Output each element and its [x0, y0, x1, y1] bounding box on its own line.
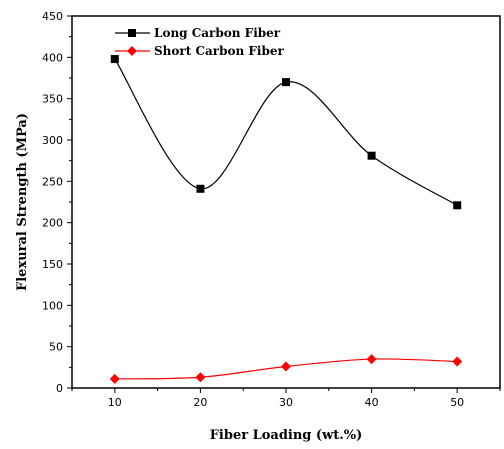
x-axis-title: Fiber Loading (wt.%)	[210, 428, 363, 443]
y-tick-label: 250	[42, 175, 63, 188]
x-tick-label: 10	[108, 396, 122, 409]
legend-marker-short	[127, 46, 137, 56]
x-tick-label: 40	[365, 396, 379, 409]
y-tick-label: 400	[42, 51, 63, 64]
series-line-long-carbon-fiber	[114, 58, 458, 206]
data-point-long-carbon-fiber	[453, 201, 462, 210]
legend-label-short: Short Carbon Fiber	[154, 44, 284, 58]
data-point-long-carbon-fiber	[367, 151, 376, 160]
data-point-short-carbon-fiber	[109, 373, 120, 384]
x-axis-tick-labels: 10 20 30 40 50	[108, 396, 464, 409]
y-axis-ticks	[67, 15, 72, 389]
legend: Long Carbon Fiber Short Carbon Fiber	[115, 26, 284, 58]
data-point-long-carbon-fiber	[110, 54, 119, 63]
y-tick-label: 450	[42, 10, 63, 23]
y-axis-title: Flexural Strength (MPa)	[15, 113, 30, 291]
legend-marker-long	[128, 29, 136, 37]
y-tick-label: 350	[42, 93, 63, 106]
series-markers	[109, 54, 463, 384]
y-axis-tick-labels: 0 50 100 150 200 250 300 350 400 450	[42, 10, 63, 395]
data-point-short-carbon-fiber	[195, 372, 206, 383]
x-axis-ticks	[71, 388, 501, 393]
data-point-short-carbon-fiber	[281, 361, 291, 372]
series-lines	[114, 58, 458, 380]
plot-area-border	[71, 15, 501, 389]
data-point-long-carbon-fiber	[282, 78, 290, 87]
y-tick-label: 150	[42, 258, 63, 271]
x-tick-label: 20	[193, 396, 207, 409]
x-tick-label: 30	[279, 396, 293, 409]
data-point-short-carbon-fiber	[366, 354, 377, 365]
legend-label-long: Long Carbon Fiber	[154, 26, 281, 40]
y-tick-label: 100	[42, 299, 63, 312]
y-tick-label: 0	[56, 382, 63, 395]
plot-frame	[71, 15, 501, 389]
x-tick-label: 50	[450, 396, 464, 409]
data-point-short-carbon-fiber	[452, 356, 463, 367]
data-point-long-carbon-fiber	[196, 184, 205, 193]
y-tick-label: 200	[42, 217, 63, 230]
y-tick-label: 300	[42, 134, 63, 147]
y-tick-label: 50	[49, 341, 63, 354]
